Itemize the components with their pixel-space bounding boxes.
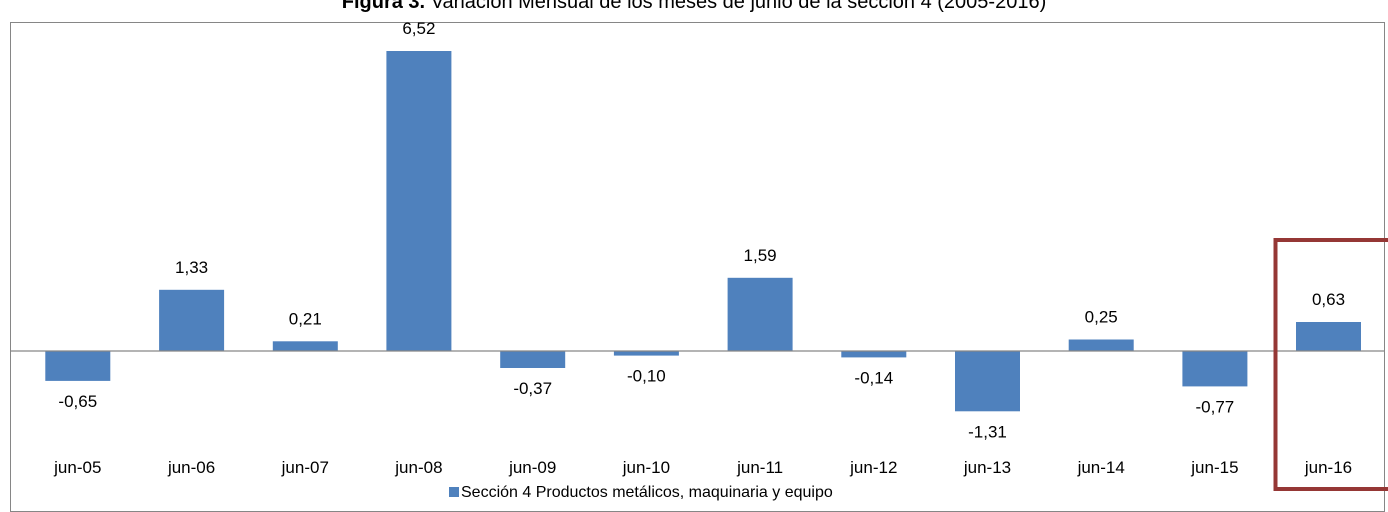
chart-title-prefix: Figura 3. xyxy=(341,0,426,13)
category-label-jun-05: jun-05 xyxy=(53,458,101,477)
category-labels-group: jun-05 jun-06 jun-07 jun-08 jun-09 jun-10 jun-… xyxy=(53,458,1352,477)
value-label-jun-15: -0,77 xyxy=(1196,397,1235,416)
category-label-jun-09: jun-09 xyxy=(508,458,556,477)
bar-jun-10 xyxy=(613,351,679,356)
category-label-jun-16: jun-16 xyxy=(1304,458,1352,477)
bar-jun-11 xyxy=(727,277,793,351)
category-label-jun-15: jun-15 xyxy=(1190,458,1238,477)
legend-label: Sección 4 Productos metálicos, maquinari… xyxy=(461,484,833,501)
bar-jun-09 xyxy=(500,351,566,368)
value-label-jun-14: 0,25 xyxy=(1085,308,1118,327)
value-label-jun-10: -0,10 xyxy=(627,367,666,386)
value-label-jun-12: -0,14 xyxy=(854,368,893,387)
bar-jun-14 xyxy=(1068,339,1134,351)
legend-swatch xyxy=(449,487,459,497)
bar-jun-07 xyxy=(272,341,338,351)
value-label-jun-08: 6,52 xyxy=(402,19,435,38)
category-label-jun-14: jun-14 xyxy=(1077,458,1125,477)
chart-title-text: Variación Mensual de los meses de junio … xyxy=(430,0,1047,13)
category-label-jun-10: jun-10 xyxy=(622,458,670,477)
value-label-jun-11: 1,59 xyxy=(744,246,777,265)
bar-jun-05 xyxy=(45,351,111,381)
bars-group xyxy=(45,51,1361,412)
category-label-jun-06: jun-06 xyxy=(167,458,215,477)
legend: Sección 4 Productos metálicos, maquinari… xyxy=(449,484,833,501)
value-label-jun-07: 0,21 xyxy=(289,309,322,328)
bar-jun-08 xyxy=(386,51,452,351)
bar-jun-15 xyxy=(1182,351,1248,387)
value-label-jun-16: 0,63 xyxy=(1312,290,1345,309)
category-label-jun-11: jun-11 xyxy=(736,458,783,477)
bar-jun-12 xyxy=(841,351,907,358)
bar-jun-16 xyxy=(1296,322,1361,351)
category-label-jun-08: jun-08 xyxy=(394,458,442,477)
chart-title: Figura 3. Variación Mensual de los meses… xyxy=(0,0,1388,13)
value-label-jun-05: -0,65 xyxy=(58,392,97,411)
category-label-jun-13: jun-13 xyxy=(963,458,1011,477)
value-label-jun-09: -0,37 xyxy=(513,379,552,398)
value-label-jun-06: 1,33 xyxy=(175,258,208,277)
category-label-jun-07: jun-07 xyxy=(281,458,329,477)
value-labels-group: -0,65 1,33 0,21 6,52 -0,37 -0,10 1,59 -0,14 -1,3… xyxy=(58,19,1345,441)
chart-frame xyxy=(10,22,1385,512)
value-label-jun-13: -1,31 xyxy=(968,422,1007,441)
bar-jun-13 xyxy=(955,351,1020,412)
highlight-box xyxy=(1273,238,1388,491)
category-label-jun-12: jun-12 xyxy=(849,458,897,477)
bar-jun-06 xyxy=(159,289,225,351)
